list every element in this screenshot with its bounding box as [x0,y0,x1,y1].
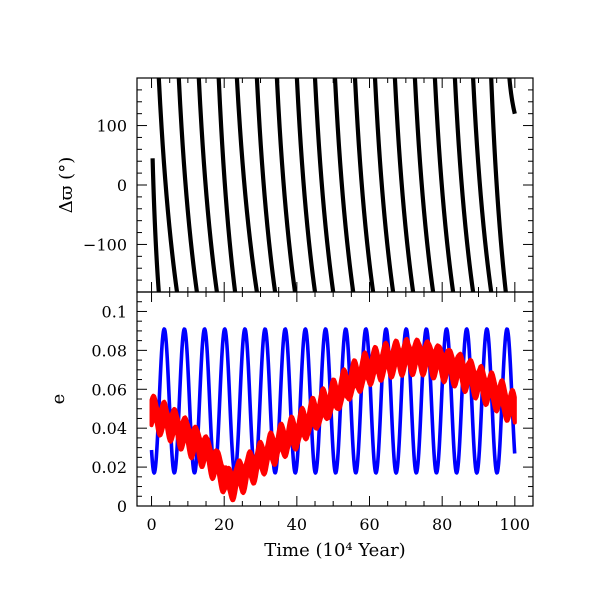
bottom-y-tick-label: 0.06 [91,380,127,399]
top-panel: −100 0 100 Δϖ (°) [56,77,534,293]
bottom-y-tick-label: 0.08 [91,341,127,360]
bottom-y-tick-label: 0.1 [102,302,127,321]
x-tick-label: 100 [500,515,531,534]
top-y-axis-label: Δϖ (°) [56,157,77,213]
top-series-segment-10 [332,77,356,293]
x-tick-label: 20 [214,515,234,534]
x-tick-label: 0 [146,515,156,534]
top-series-segment-14 [412,77,436,293]
top-series-segment-16 [452,77,476,293]
top-series-segment-11 [352,77,376,293]
top-series-segment-8 [294,77,318,293]
x-axis-label: Time (10⁴ Year) [264,540,405,561]
top-y-tick-labels: −100 0 100 [83,117,127,255]
top-data-lines [150,77,517,293]
bottom-data-lines [149,327,517,503]
top-series-segment-13 [392,77,416,293]
x-tick-label: 80 [432,515,452,534]
top-series-segment-12 [372,77,396,293]
top-series-segment-18 [489,77,508,293]
top-series-segment-3 [196,77,219,293]
bottom-y-tick-labels: 0 0.02 0.04 0.06 0.08 0.1 [91,302,127,516]
top-y-tick-label: 0 [117,176,127,195]
x-tick-labels: 0 20 40 60 80 100 [146,515,530,534]
top-series-segment-9 [312,77,336,293]
top-y-tick-label: 100 [96,117,127,136]
top-y-tick-label: −100 [83,235,127,254]
red-envelope-series [149,337,517,503]
bottom-ticks [137,291,534,507]
top-series-segment-6 [254,77,278,293]
top-series-segment-5 [234,77,259,293]
top-series-segment-0 [150,158,161,293]
bottom-panel: 0 0.02 0.04 0.06 0.08 0.1 0 20 40 60 80 100 e Time… [48,291,534,561]
top-series-segment-7 [274,77,298,293]
bottom-y-tick-label: 0 [117,497,127,516]
top-series-segment-4 [216,77,238,293]
top-ticks [137,77,534,293]
bottom-y-tick-label: 0.04 [91,419,127,438]
top-series-segment-17 [471,77,494,293]
top-series-segment-1 [156,77,180,293]
bottom-y-axis-label: e [48,394,69,405]
x-tick-label: 40 [287,515,307,534]
bottom-y-tick-label: 0.02 [91,458,127,477]
top-series-segment-2 [176,77,199,293]
top-series-segment-15 [432,77,456,293]
x-tick-label: 60 [359,515,379,534]
top-series-segment-19 [507,77,517,115]
